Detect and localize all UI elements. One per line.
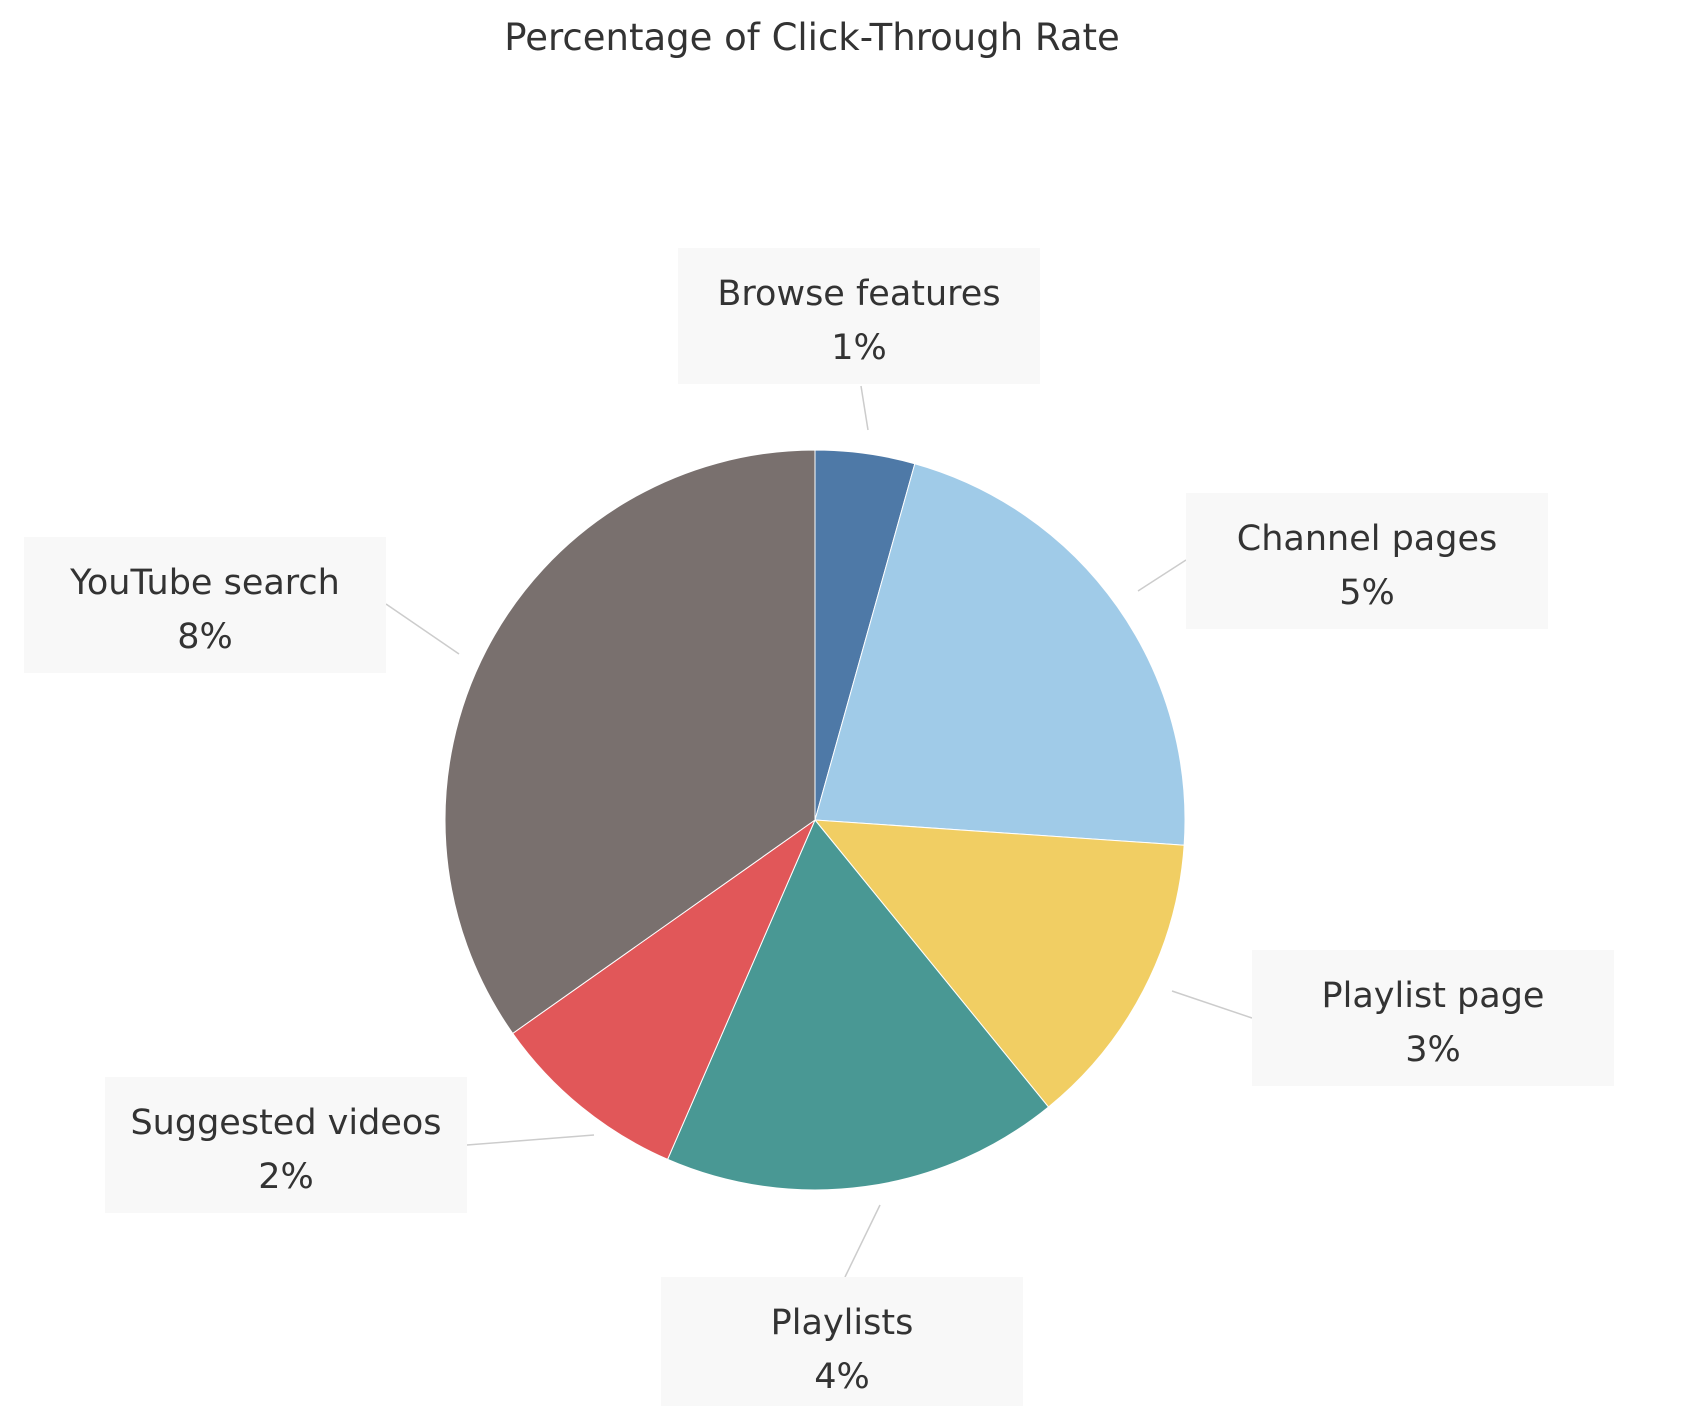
slice-value-label: 5%	[1339, 573, 1395, 613]
leader-line	[1137, 559, 1187, 592]
pie-slice-playlists[interactable]	[666, 819, 1050, 1191]
slices-layer	[444, 449, 1186, 1191]
callout-youtube-search: YouTube search 8%	[24, 537, 460, 673]
leader-line	[844, 1204, 881, 1278]
leader-line	[385, 603, 460, 655]
slice-value-label: 8%	[177, 617, 233, 657]
callout-playlists: Playlists 4%	[661, 1204, 1023, 1406]
leader-line	[466, 1134, 595, 1146]
slice-value-label: 1%	[831, 328, 887, 368]
slice-label: Playlist page	[1322, 976, 1545, 1016]
callout-box	[661, 1277, 1023, 1406]
callout-box	[24, 537, 386, 673]
pie-slice-youtube-search[interactable]	[444, 449, 816, 1035]
slice-value-label: 4%	[814, 1357, 870, 1397]
callout-channel-pages: Channel pages 5%	[1137, 493, 1548, 629]
callout-box	[678, 248, 1040, 384]
callout-box	[105, 1077, 467, 1213]
leader-line	[1171, 990, 1253, 1019]
slice-label: Playlists	[771, 1303, 914, 1343]
slice-value-label: 3%	[1405, 1030, 1461, 1070]
slice-value-label: 2%	[258, 1157, 314, 1197]
slice-label: YouTube search	[69, 563, 340, 603]
slice-label: Suggested videos	[130, 1103, 441, 1143]
pie-slice-suggested-videos[interactable]	[512, 818, 817, 1161]
slice-label: Channel pages	[1237, 519, 1497, 559]
callouts-layer: Browse features 1% Channel pages 5% Playlist…	[24, 248, 1614, 1406]
leader-line	[860, 385, 869, 431]
callout-playlist-page: Playlist page 3%	[1171, 950, 1614, 1086]
callout-box	[1186, 493, 1548, 629]
pie-slice-channel-pages[interactable]	[814, 463, 1186, 846]
slice-label: Browse features	[717, 274, 1000, 314]
callout-suggested-videos: Suggested videos 2%	[105, 1077, 595, 1213]
pie-slice-playlist-page[interactable]	[813, 819, 1185, 1108]
callout-box	[1252, 950, 1614, 1086]
chart-title: Percentage of Click-Through Rate	[504, 16, 1120, 59]
callout-browse-features: Browse features 1%	[678, 248, 1040, 431]
